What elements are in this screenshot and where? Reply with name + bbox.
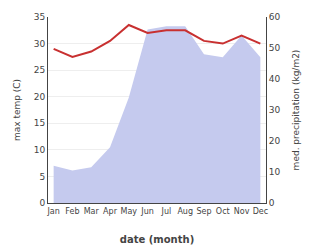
- svg-text:25: 25: [34, 65, 45, 75]
- svg-text:Dec: Dec: [253, 207, 268, 216]
- svg-text:May: May: [121, 207, 138, 216]
- svg-text:30: 30: [269, 105, 281, 115]
- svg-text:0: 0: [39, 198, 45, 208]
- svg-text:Oct: Oct: [216, 207, 230, 216]
- svg-text:20: 20: [269, 136, 281, 146]
- svg-text:10: 10: [34, 145, 46, 155]
- svg-text:50: 50: [269, 43, 281, 53]
- svg-text:Apr: Apr: [103, 207, 118, 216]
- svg-text:30: 30: [34, 39, 46, 49]
- svg-text:5: 5: [39, 172, 45, 182]
- svg-text:20: 20: [34, 92, 46, 102]
- svg-text:10: 10: [269, 167, 281, 177]
- svg-text:Mar: Mar: [84, 207, 100, 216]
- svg-text:med. precipitation (kg/m2): med. precipitation (kg/m2): [291, 50, 301, 171]
- svg-text:max temp (C): max temp (C): [12, 79, 22, 141]
- svg-text:Jan: Jan: [46, 207, 59, 216]
- svg-text:Jul: Jul: [161, 207, 172, 216]
- svg-text:40: 40: [269, 74, 281, 84]
- svg-text:35: 35: [34, 12, 45, 22]
- svg-text:Aug: Aug: [177, 207, 193, 216]
- svg-text:0: 0: [269, 198, 275, 208]
- svg-text:15: 15: [34, 118, 45, 128]
- svg-text:date (month): date (month): [120, 234, 194, 245]
- svg-text:Feb: Feb: [65, 207, 79, 216]
- svg-text:Nov: Nov: [234, 207, 250, 216]
- svg-text:Sep: Sep: [196, 207, 211, 216]
- svg-text:Jun: Jun: [140, 207, 154, 216]
- svg-text:60: 60: [269, 12, 281, 22]
